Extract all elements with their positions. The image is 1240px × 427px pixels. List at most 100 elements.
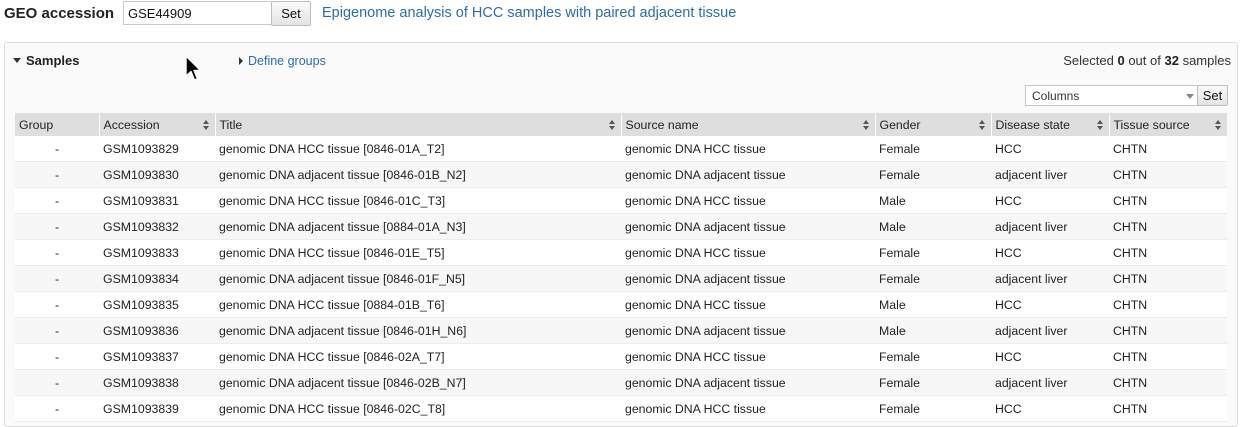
cell-group: - bbox=[15, 369, 99, 396]
columns-dropdown[interactable]: Columns bbox=[1025, 85, 1201, 106]
sort-icon bbox=[862, 120, 869, 130]
table-row[interactable]: - GSM1093836 genomic DNA adjacent tissue [… bbox=[15, 317, 1227, 344]
cell-source-name: genomic DNA adjacent tissue bbox=[621, 265, 875, 292]
column-header-accession[interactable]: Accession bbox=[98, 113, 215, 136]
triangle-down-icon bbox=[13, 58, 21, 63]
cell-gender: Female bbox=[875, 161, 991, 188]
cell-group: - bbox=[15, 291, 99, 318]
cell-disease-state: HCC bbox=[991, 343, 1109, 370]
geo-accession-input[interactable] bbox=[123, 1, 271, 25]
define-groups-toggle[interactable]: Define groups bbox=[239, 54, 326, 68]
sort-icon bbox=[1096, 120, 1103, 130]
samples-panel-header: Samples Define groups Selected 0 out of … bbox=[5, 43, 1237, 77]
cell-source-name: genomic DNA HCC tissue bbox=[621, 395, 875, 422]
table-row[interactable]: - GSM1093838 genomic DNA adjacent tissue [… bbox=[15, 369, 1227, 396]
selected-count: 0 bbox=[1117, 53, 1125, 68]
cell-gender: Male bbox=[875, 317, 991, 344]
cell-title: genomic DNA HCC tissue [0846-01E_T5] bbox=[215, 239, 621, 266]
cell-disease-state: adjacent liver bbox=[991, 161, 1109, 188]
total-count: 32 bbox=[1164, 53, 1179, 68]
cell-accession: GSM1093829 bbox=[99, 136, 215, 162]
cell-accession: GSM1093835 bbox=[99, 291, 215, 318]
selected-suffix: samples bbox=[1182, 53, 1231, 68]
cell-title: genomic DNA HCC tissue [0884-01B_T6] bbox=[215, 291, 621, 318]
cell-disease-state: adjacent liver bbox=[991, 317, 1109, 344]
cell-title: genomic DNA HCC tissue [0846-02C_T8] bbox=[215, 395, 621, 422]
columns-set-button[interactable]: Set bbox=[1197, 85, 1228, 106]
table-row[interactable]: - GSM1093831 genomic DNA HCC tissue [0846-… bbox=[15, 187, 1227, 214]
table-row[interactable]: - GSM1093830 genomic DNA adjacent tissue [… bbox=[15, 161, 1227, 188]
column-header-gender[interactable]: Gender bbox=[874, 113, 991, 136]
cell-gender: Female bbox=[875, 239, 991, 266]
samples-table-body: - GSM1093829 genomic DNA HCC tissue [0846-… bbox=[15, 136, 1227, 422]
cell-accession: GSM1093839 bbox=[99, 395, 215, 422]
cell-group: - bbox=[15, 187, 99, 214]
table-row[interactable]: - GSM1093839 genomic DNA HCC tissue [0846-… bbox=[15, 395, 1227, 422]
cell-tissue-source: CHTN bbox=[1109, 213, 1227, 240]
table-row[interactable]: - GSM1093834 genomic DNA adjacent tissue [… bbox=[15, 265, 1227, 292]
cell-tissue-source: CHTN bbox=[1109, 187, 1227, 214]
series-title-link[interactable]: Epigenome analysis of HCC samples with p… bbox=[322, 5, 737, 21]
geo-accession-bar: GEO accession Set Epigenome analysis of … bbox=[0, 0, 1240, 34]
cell-gender: Male bbox=[875, 213, 991, 240]
cell-source-name: genomic DNA adjacent tissue bbox=[621, 213, 875, 240]
cell-title: genomic DNA adjacent tissue [0846-01F_N5… bbox=[215, 265, 621, 292]
chevron-down-icon bbox=[1186, 94, 1194, 99]
cell-group: - bbox=[15, 136, 99, 162]
triangle-right-icon bbox=[239, 57, 243, 65]
cell-source-name: genomic DNA HCC tissue bbox=[621, 291, 875, 318]
cell-gender: Female bbox=[875, 395, 991, 422]
cell-group: - bbox=[15, 161, 99, 188]
column-header-group[interactable]: Group bbox=[15, 113, 99, 136]
cell-group: - bbox=[15, 239, 99, 266]
cell-disease-state: HCC bbox=[991, 136, 1109, 162]
cell-disease-state: adjacent liver bbox=[991, 369, 1109, 396]
cell-source-name: genomic DNA adjacent tissue bbox=[621, 317, 875, 344]
cell-accession: GSM1093836 bbox=[99, 317, 215, 344]
cell-source-name: genomic DNA HCC tissue bbox=[621, 136, 875, 162]
cell-group: - bbox=[15, 395, 99, 422]
geo-accession-label: GEO accession bbox=[4, 5, 115, 22]
geo-accession-set-button[interactable]: Set bbox=[271, 1, 311, 26]
table-row[interactable]: - GSM1093829 genomic DNA HCC tissue [0846-… bbox=[15, 136, 1227, 162]
cell-group: - bbox=[15, 317, 99, 344]
cell-accession: GSM1093831 bbox=[99, 187, 215, 214]
samples-table: Group Accession Title Source name Gender… bbox=[15, 113, 1227, 422]
cell-disease-state: HCC bbox=[991, 239, 1109, 266]
table-row[interactable]: - GSM1093837 genomic DNA HCC tissue [0846-… bbox=[15, 343, 1227, 370]
column-header-title[interactable]: Title bbox=[214, 113, 621, 136]
table-row[interactable]: - GSM1093832 genomic DNA adjacent tissue [… bbox=[15, 213, 1227, 240]
cell-title: genomic DNA adjacent tissue [0846-01H_N6… bbox=[215, 317, 621, 344]
cell-disease-state: HCC bbox=[991, 187, 1109, 214]
table-header-row: Group Accession Title Source name Gender… bbox=[15, 113, 1227, 136]
cell-accession: GSM1093833 bbox=[99, 239, 215, 266]
selected-prefix: Selected bbox=[1063, 53, 1114, 68]
sort-icon bbox=[978, 120, 985, 130]
cell-title: genomic DNA HCC tissue [0846-01A_T2] bbox=[215, 136, 621, 162]
cell-disease-state: HCC bbox=[991, 291, 1109, 318]
table-row[interactable]: - GSM1093835 genomic DNA HCC tissue [0884-… bbox=[15, 291, 1227, 318]
cell-gender: Female bbox=[875, 265, 991, 292]
cell-tissue-source: CHTN bbox=[1109, 395, 1227, 422]
cell-title: genomic DNA adjacent tissue [0846-02B_N7… bbox=[215, 369, 621, 396]
cell-source-name: genomic DNA HCC tissue bbox=[621, 187, 875, 214]
sort-icon bbox=[1215, 120, 1221, 130]
cell-title: genomic DNA adjacent tissue [0846-01B_N2… bbox=[215, 161, 621, 188]
cell-disease-state: adjacent liver bbox=[991, 213, 1109, 240]
cell-group: - bbox=[15, 343, 99, 370]
selected-middle: out of bbox=[1128, 53, 1161, 68]
table-row[interactable]: - GSM1093833 genomic DNA HCC tissue [0846-… bbox=[15, 239, 1227, 266]
cell-gender: Female bbox=[875, 369, 991, 396]
column-header-source-name[interactable]: Source name bbox=[620, 113, 875, 136]
column-header-disease-state[interactable]: Disease state bbox=[990, 113, 1109, 136]
sort-icon bbox=[608, 120, 615, 130]
cell-title: genomic DNA adjacent tissue [0884-01A_N3… bbox=[215, 213, 621, 240]
cell-tissue-source: CHTN bbox=[1109, 161, 1227, 188]
cell-tissue-source: CHTN bbox=[1109, 239, 1227, 266]
cell-group: - bbox=[15, 265, 99, 292]
cell-disease-state: HCC bbox=[991, 395, 1109, 422]
cell-group: - bbox=[15, 213, 99, 240]
column-header-tissue-source[interactable]: Tissue source bbox=[1108, 113, 1227, 136]
cell-gender: Female bbox=[875, 136, 991, 162]
samples-toggle[interactable]: Samples bbox=[13, 53, 79, 68]
